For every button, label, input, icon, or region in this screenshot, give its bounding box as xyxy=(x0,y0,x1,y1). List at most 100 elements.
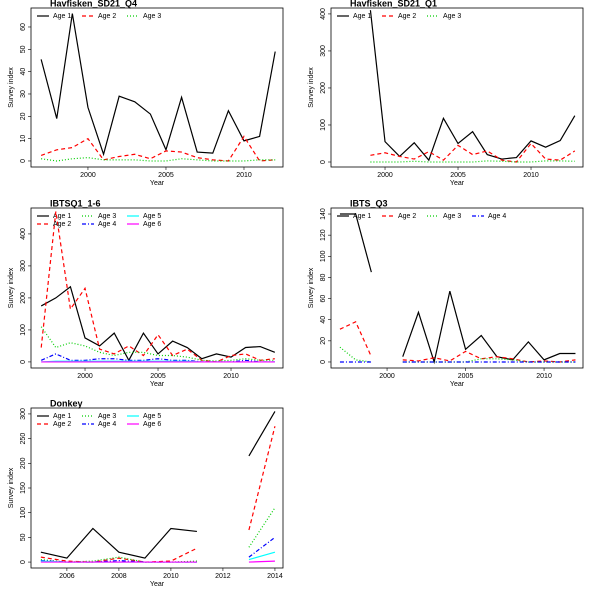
plot-frame xyxy=(30,207,284,369)
series-line xyxy=(40,135,276,162)
chart-title: IBTSQ1_1-6 xyxy=(50,198,101,208)
y-tick-label: 250 xyxy=(20,433,27,445)
y-tick-label: 0 xyxy=(20,159,27,163)
legend-label: Age 3 xyxy=(98,413,116,420)
x-tick-label: 2014 xyxy=(267,573,283,580)
x-axis-label: Year xyxy=(150,381,165,388)
legend-label: Age 2 xyxy=(98,13,116,20)
x-tick-label: 2008 xyxy=(111,573,127,580)
y-tick-label: 20 xyxy=(20,112,27,120)
plot-frame xyxy=(330,7,584,168)
y-tick-label: 300 xyxy=(320,45,327,57)
x-tick-label: 2005 xyxy=(150,373,166,380)
legend-label: Age 2 xyxy=(53,221,71,228)
y-axis-label: Survey index xyxy=(308,267,315,308)
legend-label: Age 6 xyxy=(143,221,161,228)
x-tick-label: 2000 xyxy=(377,172,393,179)
y-tick-label: 80 xyxy=(320,273,327,281)
legend-label: Age 3 xyxy=(98,213,116,220)
y-tick-label: 10 xyxy=(20,135,27,143)
y-axis-label: Survey index xyxy=(8,267,15,308)
y-tick-label: 50 xyxy=(20,533,27,541)
x-axis-label: Year xyxy=(450,180,465,187)
legend-label: Age 1 xyxy=(53,13,71,20)
legend-label: Age 4 xyxy=(488,213,506,220)
y-tick-label: 120 xyxy=(320,229,327,241)
y-tick-label: 40 xyxy=(20,68,27,76)
y-tick-label: 200 xyxy=(20,457,27,469)
legend-label: Age 1 xyxy=(353,13,371,20)
y-tick-label: 140 xyxy=(320,208,327,220)
series-line xyxy=(40,285,276,362)
x-tick-label: 2010 xyxy=(223,373,239,380)
legend-label: Age 1 xyxy=(53,213,71,220)
chart-title: Havfisken_SD21_Q4 xyxy=(50,0,137,8)
y-axis-label: Survey index xyxy=(8,67,15,108)
y-tick-label: 0 xyxy=(320,160,327,164)
x-tick-label: 2010 xyxy=(236,172,252,179)
series-line xyxy=(40,536,276,563)
y-tick-label: 300 xyxy=(20,260,27,272)
series-line xyxy=(339,346,576,363)
y-tick-label: 100 xyxy=(320,119,327,131)
legend-label: Age 3 xyxy=(443,13,461,20)
y-tick-label: 400 xyxy=(20,228,27,240)
y-tick-label: 20 xyxy=(320,337,327,345)
series-line xyxy=(40,353,275,363)
legend-label: Age 1 xyxy=(53,413,71,420)
plot-frame xyxy=(30,7,284,168)
x-tick-label: 2000 xyxy=(77,373,93,380)
x-tick-label: 2012 xyxy=(215,573,231,580)
y-tick-label: 200 xyxy=(320,82,327,94)
series-line xyxy=(40,13,276,157)
legend-label: Age 2 xyxy=(398,213,416,220)
y-tick-label: 30 xyxy=(20,90,27,98)
y-axis-label: Survey index xyxy=(8,467,15,508)
y-tick-label: 50 xyxy=(20,45,27,53)
y-tick-label: 150 xyxy=(20,482,27,494)
series-line xyxy=(40,507,276,563)
chart-title: Donkey xyxy=(50,398,83,408)
x-tick-label: 2000 xyxy=(379,373,395,380)
legend-label: Age 5 xyxy=(143,213,161,220)
y-tick-label: 400 xyxy=(320,8,327,20)
legend-label: Age 4 xyxy=(98,221,116,228)
series-line xyxy=(40,551,276,563)
x-axis-label: Year xyxy=(450,381,465,388)
x-tick-label: 2006 xyxy=(59,573,75,580)
y-tick-label: 0 xyxy=(20,360,27,364)
series-line xyxy=(369,10,576,162)
series-line xyxy=(40,211,275,363)
y-tick-label: 0 xyxy=(320,360,327,364)
series-line xyxy=(370,160,575,163)
x-axis-label: Year xyxy=(150,180,165,187)
series-line xyxy=(40,560,275,563)
legend-label: Age 2 xyxy=(398,13,416,20)
legend-label: Age 1 xyxy=(353,213,371,220)
x-tick-label: 2005 xyxy=(450,172,466,179)
series-line xyxy=(40,426,276,563)
x-tick-label: 2005 xyxy=(158,172,174,179)
y-tick-label: 100 xyxy=(20,507,27,519)
x-axis-label: Year xyxy=(150,581,165,588)
x-tick-label: 2010 xyxy=(536,373,552,380)
y-tick-label: 60 xyxy=(320,295,327,303)
legend-label: Age 4 xyxy=(98,421,116,428)
chart-title: IBTS_Q3 xyxy=(350,198,388,208)
x-tick-label: 2010 xyxy=(523,172,539,179)
y-tick-label: 100 xyxy=(20,324,27,336)
y-tick-label: 0 xyxy=(20,560,27,564)
legend-label: Age 6 xyxy=(143,421,161,428)
y-tick-label: 40 xyxy=(320,316,327,324)
y-tick-label: 300 xyxy=(20,408,27,420)
plot-frame xyxy=(330,207,584,369)
series-line xyxy=(339,321,576,363)
legend-label: Age 3 xyxy=(143,13,161,20)
y-tick-label: 100 xyxy=(320,250,327,262)
legend-label: Age 3 xyxy=(443,213,461,220)
series-line xyxy=(40,411,276,559)
y-tick-label: 200 xyxy=(20,292,27,304)
x-tick-label: 2000 xyxy=(80,172,96,179)
chart-title: Havfisken_SD21_Q1 xyxy=(350,0,437,8)
